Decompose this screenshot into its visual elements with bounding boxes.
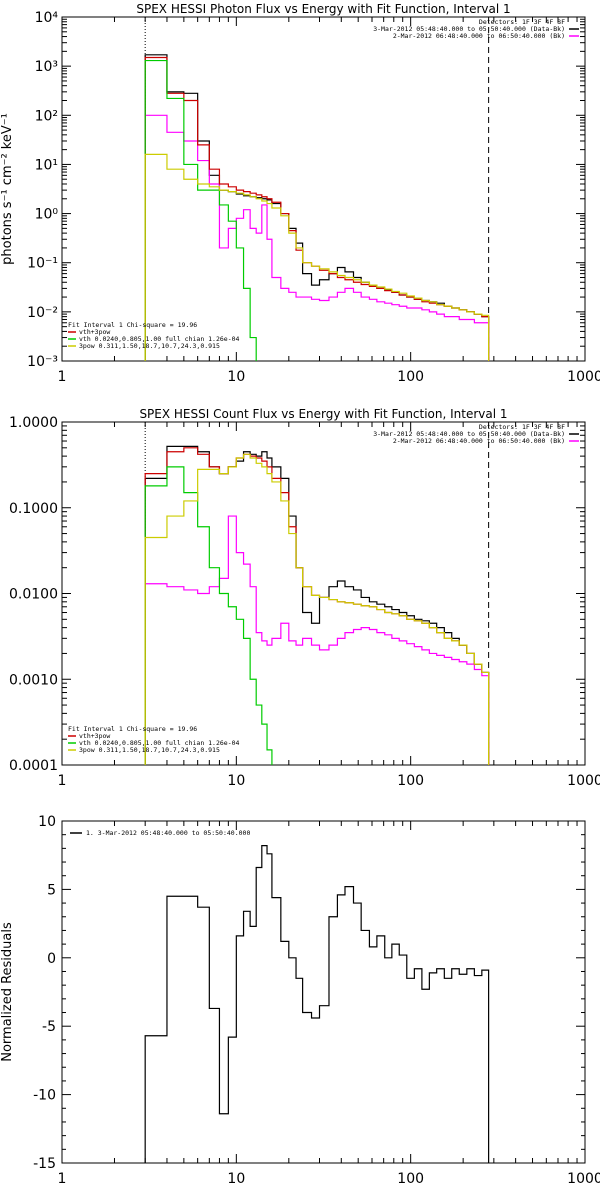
y-axis-label: photons s⁻¹ cm⁻² keV⁻¹ (0, 113, 15, 265)
legend-bottom-left-text: 3pow 0.311,1.50,18.7,10.7,24.3,0.915 (79, 746, 220, 754)
series-line-4 (144, 453, 490, 765)
x-tick-label: 100 (397, 369, 424, 385)
x-tick-label: 1000 (567, 369, 600, 385)
x-tick-label: 10 (227, 773, 245, 789)
plot-frame-0 (61, 16, 586, 362)
y-tick-label: 10⁻³ (27, 354, 58, 370)
x-tick-label: 1000 (567, 1171, 600, 1187)
series-line-0 (144, 445, 490, 765)
legend-top-right-text: 2-Mar-2012 06:48:40.000 to 06:50:40.000 … (393, 32, 565, 40)
legend-bottom-left-text: Fit Interval 1 Chi-square = 19.96 (68, 725, 197, 733)
y-tick-label: 10² (35, 108, 58, 124)
series-line-2 (144, 447, 490, 765)
series-line-0 (144, 845, 490, 1163)
legend-bottom-left-text: Fit Interval 1 Chi-square = 19.96 (68, 321, 197, 329)
y-tick-label: 10⁰ (35, 207, 59, 223)
y-tick-label: 0.1000 (9, 501, 58, 517)
legend-top-right-text: Detectors: 1F 3F 4F 8F (479, 423, 565, 431)
x-tick-label: 10 (227, 369, 245, 385)
x-tick-label: 10 (227, 1171, 245, 1187)
series-line-4 (144, 153, 490, 361)
legend-top-right-text: 3-Mar-2012 05:48:40.000 to 05:50:40.000 … (373, 25, 565, 33)
legend-bottom-left-text: vth 0.0240,0.805,1.00 full chian 1.26e-0… (79, 739, 240, 747)
x-tick-label: 1 (58, 1171, 67, 1187)
legend-bottom-left-text: vth+3pow (79, 328, 110, 336)
y-tick-label: 10⁻¹ (27, 256, 58, 272)
legend-bottom-left-text: vth+3pow (79, 732, 110, 740)
y-tick-label: 10³ (35, 59, 58, 75)
legend-top-left-text: 1. 3-Mar-2012 05:48:40.000 to 05:50:40.0… (86, 829, 250, 837)
y-axis-label: Normalized Residuals (0, 922, 15, 1062)
legend-top-right-text: 2-Mar-2012 06:48:40.000 to 06:50:40.000 … (393, 437, 565, 445)
y-tick-label: 1.0000 (9, 415, 58, 431)
y-tick-label: -15 (33, 1156, 56, 1172)
y-tick-label: -10 (33, 1088, 56, 1104)
series-line-1 (144, 515, 490, 765)
series-line-3 (144, 466, 273, 765)
series-line-1 (144, 114, 490, 361)
y-tick-label: 10⁻² (27, 305, 58, 321)
y-tick-label: 0 (47, 951, 56, 967)
y-tick-label: 10 (38, 814, 56, 830)
y-tick-label: -5 (42, 1019, 56, 1035)
y-tick-label: 0.0001 (9, 758, 58, 774)
legend-bottom-left-text: vth 0.0240,0.805,1.00 full chian 1.26e-0… (79, 335, 240, 343)
y-tick-label: 0.0100 (9, 587, 58, 603)
x-tick-label: 100 (397, 773, 424, 789)
y-tick-label: 10⁴ (35, 10, 59, 26)
y-tick-label: 0.0010 (9, 672, 58, 688)
y-tick-label: 10¹ (35, 157, 58, 173)
legend-top-right-text: 3-Mar-2012 05:48:40.000 to 05:50:40.000 … (373, 430, 565, 438)
x-tick-label: 1000 (567, 773, 600, 789)
chart-title: SPEX HESSI Photon Flux vs Energy with Fi… (136, 2, 510, 16)
plot-frame-2 (61, 820, 586, 1164)
x-tick-label: 100 (397, 1171, 424, 1187)
y-tick-label: 5 (47, 882, 56, 898)
plot-frame-1 (61, 421, 586, 766)
chart-title: SPEX HESSI Count Flux vs Energy with Fit… (139, 407, 507, 421)
series-line-3 (144, 59, 257, 361)
legend-bottom-left-text: 3pow 0.311,1.50,18.7,10.7,24.3,0.915 (79, 342, 220, 350)
legend-top-right-text: Detectors: 1F 3F 4F 8F (479, 18, 565, 26)
x-tick-label: 1 (58, 369, 67, 385)
series-line-2 (144, 56, 490, 361)
x-tick-label: 1 (58, 773, 67, 789)
